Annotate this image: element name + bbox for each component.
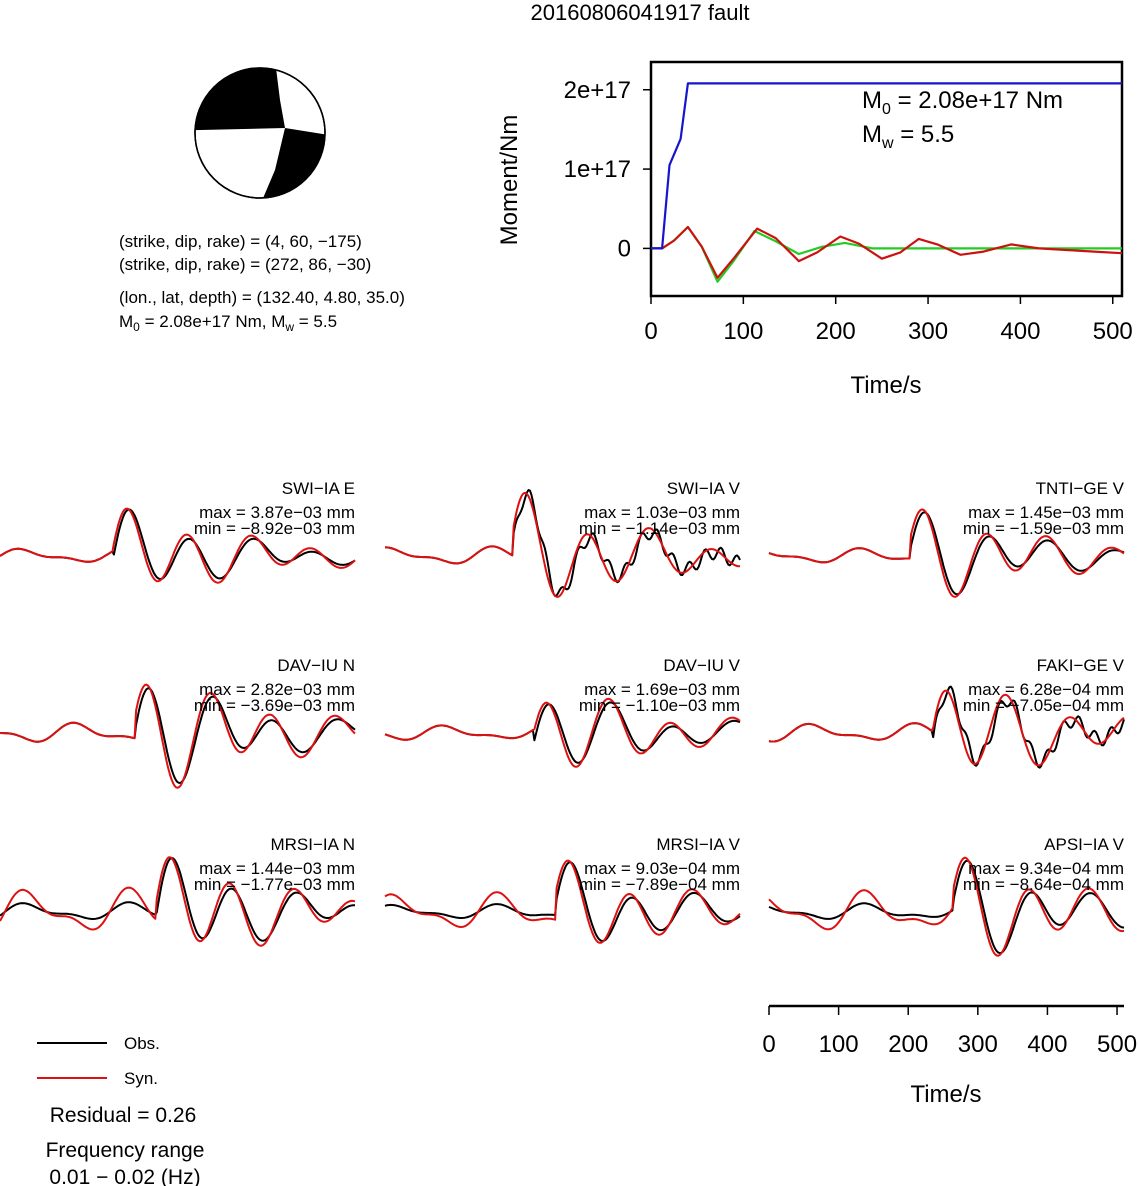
amplitude-min-label: min = −1.77e−03 mm: [194, 875, 355, 894]
synthetic-trace: [385, 491, 741, 598]
moment-x-tick-label: 0: [644, 318, 657, 345]
amplitude-max-label: max = 3.87e−03 mm: [199, 503, 355, 522]
synthetic-trace: [0, 683, 356, 789]
beachball: [194, 67, 326, 199]
amplitude-max-label: max = 1.03e−03 mm: [584, 503, 740, 522]
moment-x-tick-label: 100: [723, 318, 763, 345]
amplitude-min-label: min = −3.69e−03 mm: [194, 696, 355, 715]
amplitude-min-label: min = −1.10e−03 mm: [579, 696, 740, 715]
legend-obs-label: Obs.: [124, 1034, 160, 1053]
residual-text: Residual = 0.26: [50, 1104, 197, 1127]
amplitude-max-label: max = 1.45e−03 mm: [968, 503, 1124, 522]
amplitude-max-label: max = 2.82e−03 mm: [199, 680, 355, 699]
waveform-x-tick-label: 500: [1097, 1031, 1137, 1058]
amplitude-min-label: min = −8.92e−03 mm: [194, 519, 355, 538]
amplitude-min-label: min = −1.14e−03 mm: [579, 519, 740, 538]
moment-x-tick-label: 400: [1000, 318, 1040, 345]
observed-trace: [0, 857, 356, 942]
moment-plot-frame: [649, 60, 1124, 298]
moment-m0-label: M0 = 2.08e+17 Nm: [862, 87, 1063, 118]
amplitude-max-label: max = 6.28e−04 mm: [968, 680, 1124, 699]
focal-mechanism-info: (strike, dip, rake) = (4, 60, −175) (str…: [119, 232, 405, 334]
beachball-compression-north: [195, 68, 285, 131]
synthetic-trace: [768, 508, 1125, 598]
waveform-x-label: Time/s: [910, 1081, 981, 1108]
station-label: DAV−IU N: [277, 656, 355, 675]
synthetic-trace: [384, 697, 741, 768]
synthetic-trace: [768, 856, 1125, 957]
amplitude-max-label: max = 1.44e−03 mm: [199, 859, 355, 878]
moment-series: [651, 82, 1123, 283]
station-label: TNTI−GE V: [1036, 479, 1125, 498]
amplitude-min-label: min = −8.64e−04 mm: [963, 875, 1124, 894]
moment-y-tick-label: 1e+17: [564, 156, 631, 183]
frequency-range-title: Frequency range: [46, 1139, 205, 1162]
amplitude-min-label: min = −7.89e−04 mm: [579, 875, 740, 894]
legend-syn-label: Syn.: [124, 1069, 158, 1088]
location-depth: (lon., lat, depth) = (132.40, 4.80, 35.0…: [119, 288, 405, 307]
moment-axes: 0 100 200 300 400 500 0 1e+17 2e+17: [564, 77, 1133, 345]
moment-rate-red-line: [651, 225, 1123, 279]
moment-x-tick-label: 300: [908, 318, 948, 345]
moment-y-tick-label: 0: [618, 235, 631, 262]
amplitude-min-label: min = −1.59e−03 mm: [963, 519, 1124, 538]
nodal-plane-1: (strike, dip, rake) = (4, 60, −175): [119, 232, 362, 251]
station-label: APSI−IA V: [1044, 835, 1125, 854]
station-label: SWI−IA V: [667, 479, 741, 498]
synthetic-trace: [0, 856, 356, 947]
waveform-x-tick-label: 100: [819, 1031, 859, 1058]
figure-title: 20160806041917 fault: [531, 0, 750, 25]
moment-mw-label: Mw = 5.5: [862, 121, 954, 152]
station-label: FAKI−GE V: [1037, 656, 1125, 675]
frequency-range-value: 0.01 − 0.02 (Hz): [49, 1166, 200, 1186]
moment-x-tick-label: 500: [1093, 318, 1133, 345]
waveform-x-tick-label: 200: [888, 1031, 928, 1058]
observed-trace: [384, 861, 741, 942]
nodal-plane-2: (strike, dip, rake) = (272, 86, −30): [119, 255, 371, 274]
moment-y-tick-label: 2e+17: [564, 77, 631, 104]
station-label: MRSI−IA V: [656, 835, 740, 854]
amplitude-min-label: min = −7.05e−04 mm: [963, 696, 1124, 715]
beachball-compression-south: [258, 128, 325, 198]
moment-chart: 0 100 200 300 400 500 0 1e+17 2e+17 Moment/Nm Ti…: [496, 60, 1133, 399]
moment-magnitude-line: M0 = 2.08e+17 Nm, Mw = 5.5: [119, 312, 337, 334]
station-label: SWI−IA E: [282, 479, 355, 498]
waveform-time-axis: 0 100 200 300 400 500: [762, 1004, 1137, 1058]
amplitude-max-label: max = 1.69e−03 mm: [584, 680, 740, 699]
synthetic-trace: [768, 689, 1125, 767]
waveform-x-tick-label: 400: [1027, 1031, 1067, 1058]
station-label: MRSI−IA N: [270, 835, 355, 854]
cumulative-moment-line: [651, 82, 1122, 250]
moment-x-label: Time/s: [850, 372, 921, 399]
moment-x-tick-label: 200: [816, 318, 856, 345]
moment-y-label: Moment/Nm: [496, 115, 523, 246]
synthetic-trace: [384, 859, 741, 944]
waveform-x-tick-label: 300: [958, 1031, 998, 1058]
station-label: DAV−IU V: [663, 656, 740, 675]
amplitude-max-label: max = 9.03e−04 mm: [584, 859, 740, 878]
synthetic-trace: [0, 507, 356, 584]
waveform-x-tick-label: 0: [762, 1031, 775, 1058]
amplitude-max-label: max = 9.34e−04 mm: [968, 859, 1124, 878]
legend: Obs. Syn.: [37, 1034, 160, 1088]
